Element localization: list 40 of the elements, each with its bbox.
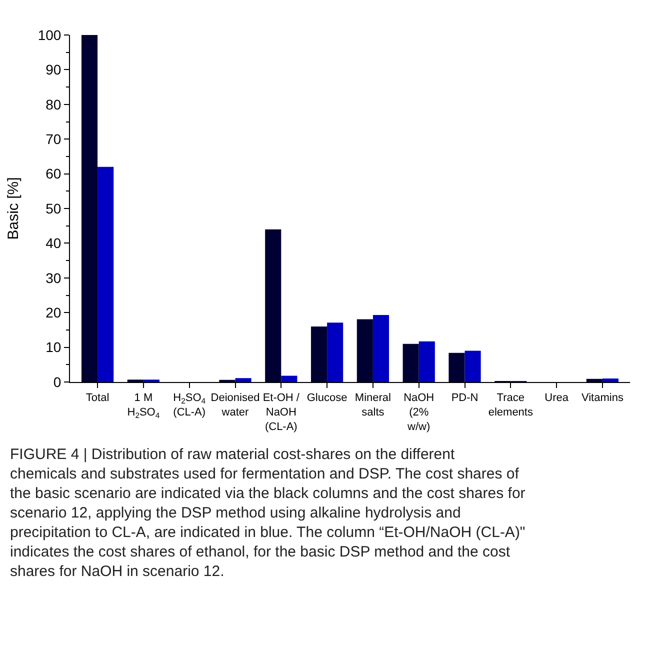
- y-tick-label: 0: [53, 374, 62, 390]
- x-tick-label: PD-N: [451, 392, 478, 404]
- bar: [281, 376, 298, 382]
- x-tick-label: Deionised water: [210, 392, 260, 418]
- y-tick-label: 30: [46, 270, 62, 286]
- y-tick-label: 20: [46, 304, 62, 320]
- x-tick-label: 1 M H$_{2}$SO$_{4}$: [127, 392, 160, 420]
- bar: [418, 341, 435, 382]
- bar: [372, 315, 390, 382]
- bar: [81, 35, 98, 382]
- bar: [602, 378, 619, 382]
- x-tick-label: Mineral salts: [354, 392, 391, 418]
- y-tick-label: 40: [46, 235, 62, 252]
- bar: [356, 319, 373, 382]
- bar: [310, 326, 328, 382]
- y-tick-label: 10: [46, 339, 62, 356]
- bar: [235, 378, 252, 382]
- bar: [265, 229, 282, 382]
- x-tick-label: Urea: [544, 392, 570, 404]
- x-tick-label: Glucose: [306, 392, 348, 404]
- bar: [327, 322, 344, 382]
- bar: [448, 352, 465, 382]
- bar: [402, 344, 419, 382]
- bar: [586, 378, 602, 382]
- y-tick-label: 60: [46, 166, 62, 182]
- y-tick-label: 80: [46, 96, 62, 112]
- x-tick-label: NaOH (2% w/w): [404, 392, 434, 433]
- x-tick-label: Et-OH / NaOH (CL-A): [262, 392, 300, 433]
- y-axis-title: Basic [%]: [5, 177, 22, 240]
- x-tick-label: Vitamins: [581, 392, 624, 404]
- y-tick-label: 90: [46, 62, 62, 78]
- bar: [98, 166, 114, 382]
- x-tick-label: Total: [86, 392, 110, 404]
- bar: [464, 350, 481, 382]
- y-tick-label: 70: [46, 131, 62, 147]
- caption: FIGURE 4 | Distribution of raw material cost-shares on the different chemicals and substrates used for fermentation and DSP. The cost shares of the basic scenario are indicated via the black columns and the cost shares for scenario 12, applying the DSP method using alkaline hydrolysis and precipitation to CL-A, are indicated in blue. The column “Et-OH/NaOH (CL-A)" indicates the cost shares of ethanol, for the basic DSP method and the cost shares for NaOH in scenario 12.: [10, 446, 526, 580]
- x-tick-label: H$_{2}$SO$_{4}$ (CL-A): [173, 392, 206, 418]
- y-tick-label: 50: [46, 200, 62, 216]
- x-tick-label: Trace elements: [488, 392, 534, 418]
- y-tick-label: 100: [38, 26, 62, 43]
